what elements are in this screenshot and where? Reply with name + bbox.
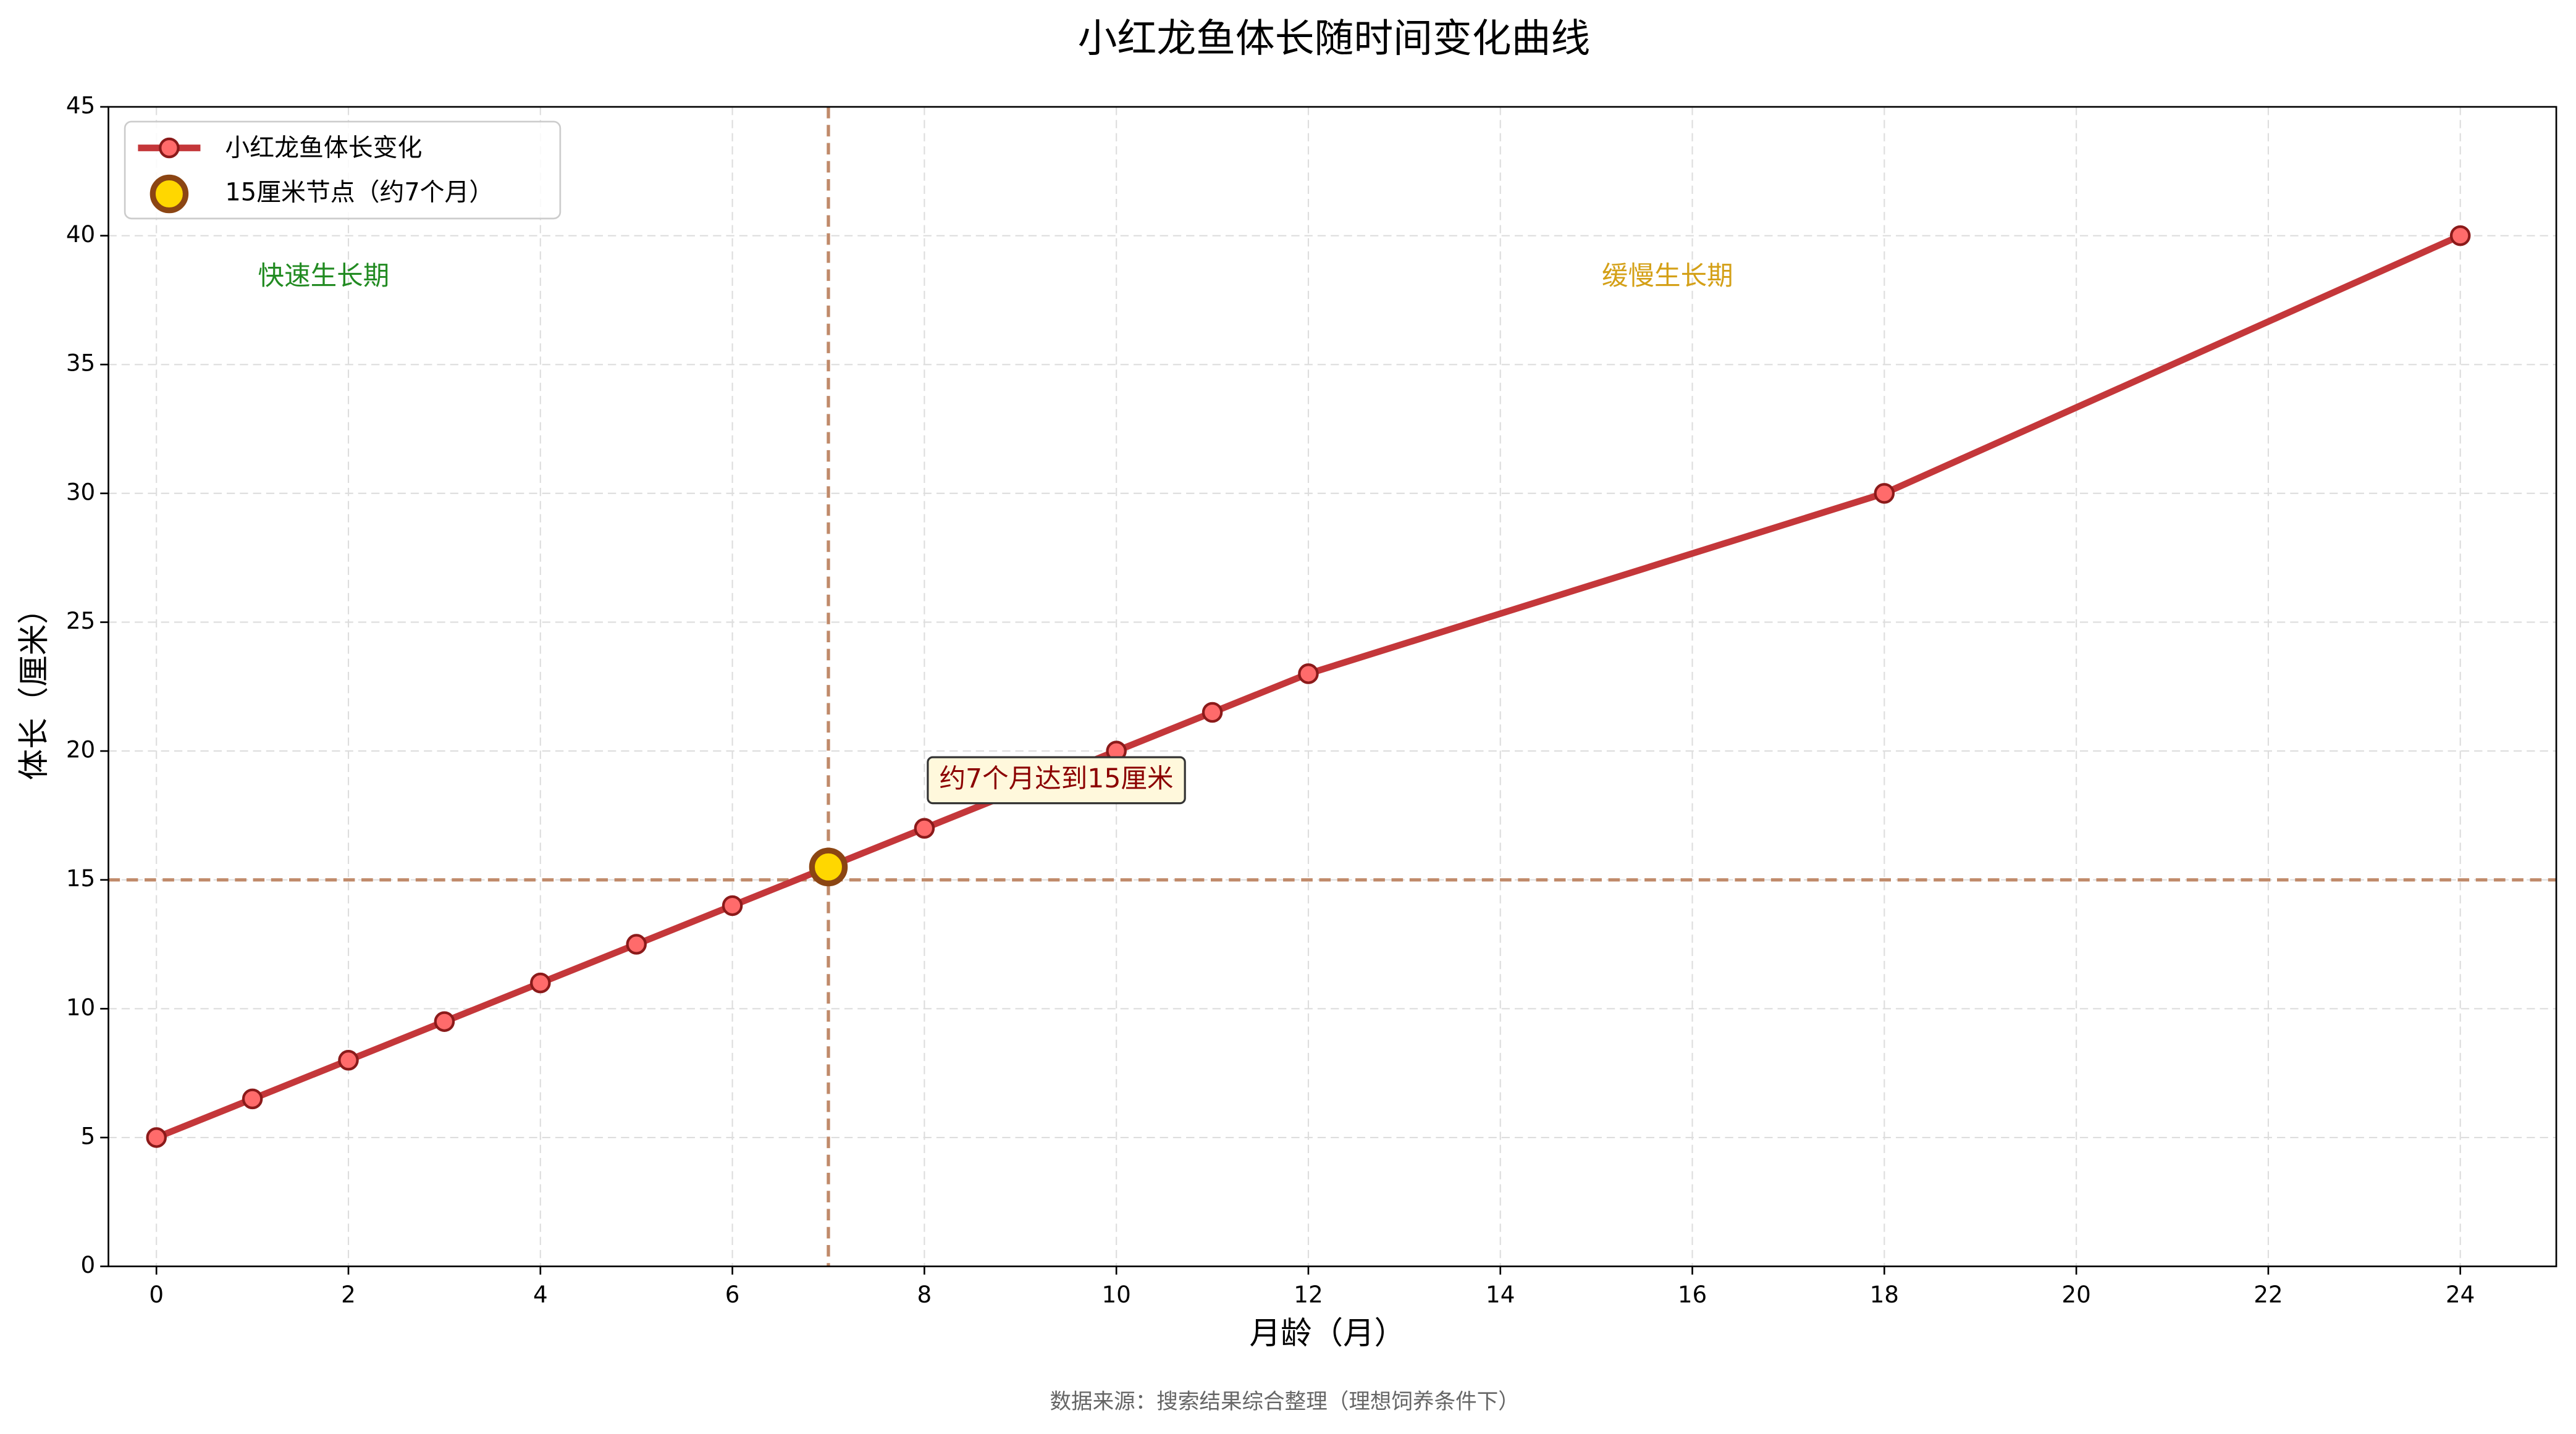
data-point — [338, 1050, 359, 1071]
annotation: 约7个月达到15厘米 — [927, 756, 1186, 805]
x-tick-label: 16 — [1678, 1281, 1707, 1308]
data-point — [1874, 483, 1895, 504]
x-tick-label: 12 — [1294, 1281, 1323, 1308]
y-tick-label: 45 — [66, 92, 95, 119]
chart-title: 小红龙鱼体长随时间变化曲线 — [1078, 16, 1591, 62]
y-tick-label: 15 — [66, 865, 95, 892]
data-point — [914, 818, 935, 839]
x-tick-label: 24 — [2446, 1281, 2475, 1308]
data-point — [722, 895, 743, 916]
plot-frame — [107, 106, 2557, 1267]
x-tick-label: 22 — [2254, 1281, 2283, 1308]
data-point — [146, 1127, 167, 1148]
legend-box — [124, 120, 562, 220]
phase-label: 缓慢生长期 — [1602, 261, 1733, 291]
data-point — [434, 1011, 455, 1032]
y-tick-label: 5 — [81, 1122, 96, 1149]
source-note: 数据来源：搜索结果综合整理（理想饲养条件下） — [1050, 1390, 1519, 1414]
annotation-text: 约7个月达到15厘米 — [939, 764, 1173, 794]
data-point — [1202, 702, 1223, 723]
x-tick-label: 18 — [1870, 1281, 1899, 1308]
y-tick-label: 20 — [66, 736, 95, 763]
x-axis-label: 月龄（月） — [1250, 1315, 1406, 1351]
legend-label: 15厘米节点（约7个月） — [225, 178, 494, 206]
x-tick-label: 14 — [1486, 1281, 1515, 1308]
x-tick-label: 4 — [533, 1281, 548, 1308]
data-point — [1298, 663, 1319, 684]
x-tick-label: 10 — [1101, 1281, 1130, 1308]
y-tick-label: 35 — [66, 350, 95, 377]
x-tick-label: 2 — [341, 1281, 356, 1308]
x-tick-label: 20 — [2061, 1281, 2090, 1308]
highlight-point — [809, 847, 848, 887]
y-tick-label: 40 — [66, 220, 95, 248]
annotation-box — [927, 756, 1186, 805]
y-tick-label: 25 — [66, 607, 95, 634]
x-tick-label: 0 — [149, 1281, 164, 1308]
data-point — [2449, 225, 2471, 246]
legend-label: 小红龙鱼体长变化 — [225, 134, 422, 162]
y-tick-label: 30 — [66, 478, 95, 505]
data-point — [626, 934, 647, 955]
y-axis-label: 体长（厘米） — [15, 593, 52, 780]
legend-marker — [149, 174, 189, 214]
phase-label: 快速生长期 — [258, 261, 390, 291]
y-tick-label: 0 — [81, 1251, 96, 1278]
y-tick-label: 10 — [66, 994, 95, 1021]
x-tick-label: 6 — [725, 1281, 740, 1308]
legend: 小红龙鱼体长变化 15厘米节点（约7个月） — [124, 120, 562, 220]
x-tick-label: 8 — [917, 1281, 932, 1308]
legend-marker — [159, 137, 180, 159]
data-point — [242, 1088, 263, 1110]
data-point — [530, 972, 551, 994]
